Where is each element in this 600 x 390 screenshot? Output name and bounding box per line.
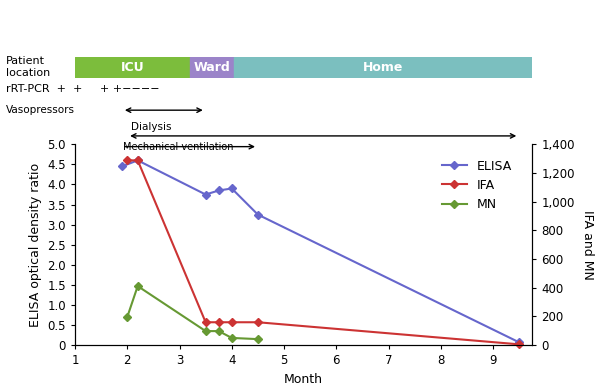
X-axis label: Month: Month bbox=[284, 373, 323, 386]
Y-axis label: ELISA optical density ratio: ELISA optical density ratio bbox=[29, 163, 42, 327]
Text: Dialysis: Dialysis bbox=[131, 122, 172, 132]
Text: rRT-PCR  +  +     + +−−−−: rRT-PCR + + + +−−−− bbox=[6, 84, 160, 94]
Bar bbox=[235, 57, 532, 78]
Text: Patient
location: Patient location bbox=[6, 57, 50, 78]
Text: Mechanical ventilation: Mechanical ventilation bbox=[124, 142, 234, 152]
Legend: ELISA, IFA, MN: ELISA, IFA, MN bbox=[437, 154, 517, 216]
Bar bbox=[190, 57, 235, 78]
Bar bbox=[75, 57, 190, 78]
Y-axis label: IFA and MN: IFA and MN bbox=[581, 210, 594, 280]
Text: ICU: ICU bbox=[121, 61, 144, 74]
Text: Vasopressors: Vasopressors bbox=[6, 105, 75, 115]
Text: Home: Home bbox=[363, 61, 403, 74]
Text: Ward: Ward bbox=[194, 61, 230, 74]
